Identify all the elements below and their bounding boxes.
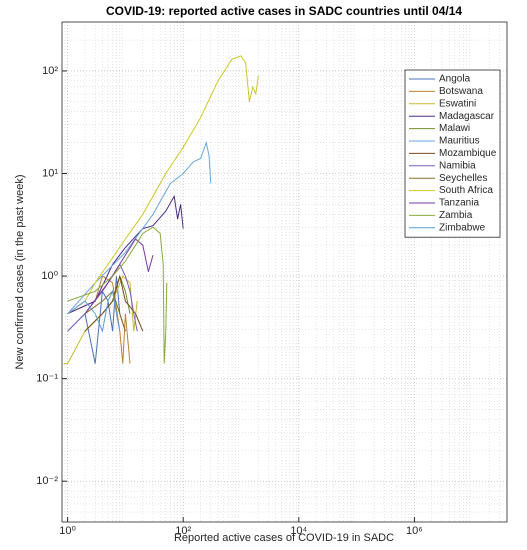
- series-line: [67, 275, 131, 364]
- x-tick-label: 10⁴: [290, 525, 307, 537]
- legend-label: Mauritius: [439, 136, 480, 147]
- chart-title: COVID-19: reported active cases in SADC …: [106, 4, 462, 18]
- legend-label: Zimbabwe: [439, 222, 486, 233]
- y-tick-label: 10⁻¹: [36, 373, 58, 385]
- legend-label: Namibia: [439, 160, 476, 171]
- series-line: [67, 226, 168, 364]
- legend-label: Seychelles: [439, 173, 487, 184]
- x-tick-label: 10⁶: [406, 525, 423, 537]
- x-tick-label: 10²: [175, 525, 191, 537]
- x-tick-label: 10⁰: [59, 525, 76, 537]
- series-line: [84, 275, 144, 332]
- legend-label: Angola: [439, 74, 471, 85]
- series-line: [67, 55, 259, 315]
- legend-label: Eswatini: [439, 98, 476, 109]
- y-tick-label: 10⁻²: [36, 475, 58, 487]
- series-line: [84, 238, 154, 314]
- series-line: [67, 194, 184, 315]
- lines: [63, 55, 259, 365]
- legend-label: Tanzania: [439, 198, 479, 209]
- series-line: [67, 140, 212, 315]
- legend-label: Malawi: [439, 123, 470, 134]
- legend-label: South Africa: [439, 185, 493, 196]
- legend-label: Zambia: [439, 210, 473, 221]
- y-tick-label: 10²: [42, 65, 58, 77]
- y-axis-label: New confirmed cases (in the past week): [14, 174, 26, 369]
- legend-label: Madagascar: [439, 111, 495, 122]
- legend-label: Botswana: [439, 86, 483, 97]
- series-line: [67, 289, 121, 333]
- x-axis-label: Reported active cases of COVID-19 in SAD…: [174, 532, 394, 544]
- legend-label: Mozambique: [439, 148, 497, 159]
- y-tick-label: 10⁰: [41, 270, 58, 282]
- y-tick-label: 10¹: [42, 167, 58, 179]
- axes-box: [61, 21, 508, 523]
